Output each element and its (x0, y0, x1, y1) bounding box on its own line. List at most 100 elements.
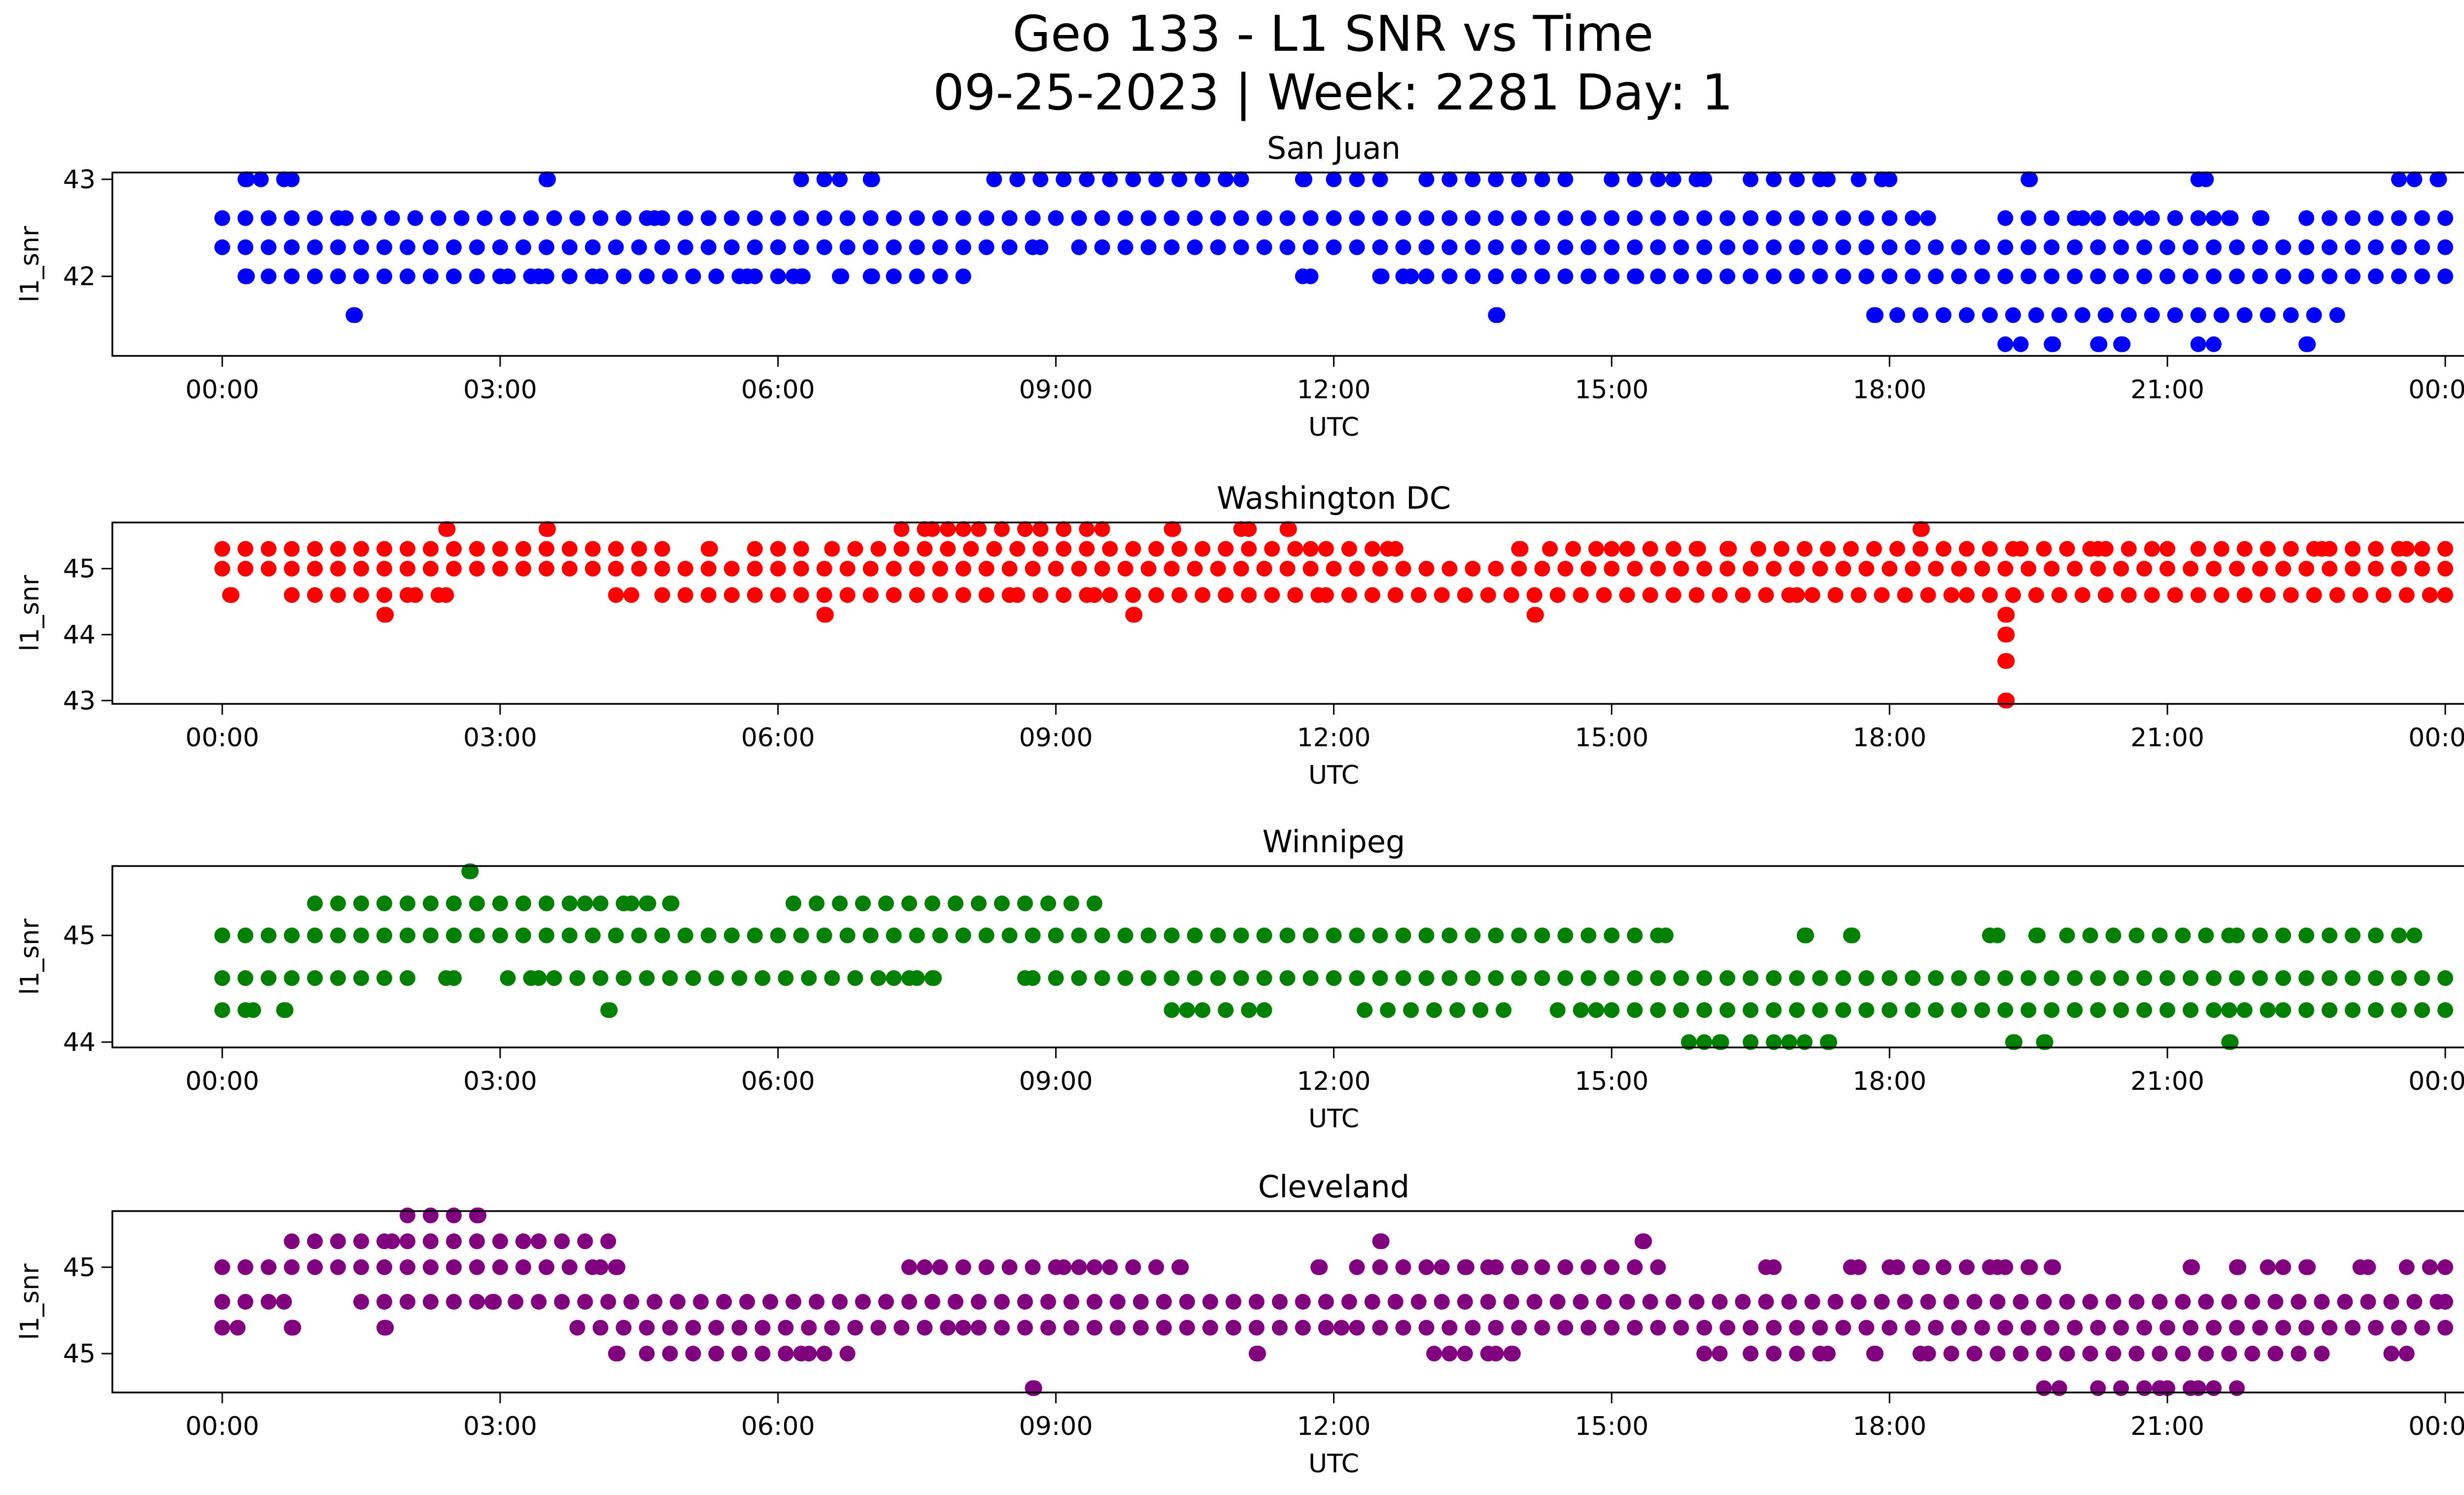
data-point (1858, 268, 1875, 284)
data-point (762, 1294, 779, 1310)
data-point (399, 1233, 415, 1250)
data-point (1395, 210, 1411, 226)
data-point (261, 268, 276, 284)
data-point (1233, 210, 1249, 226)
data-point (1187, 970, 1203, 986)
data-point (2283, 307, 2299, 323)
data-point (600, 1233, 616, 1250)
data-point (1673, 970, 1689, 986)
data-point (2345, 210, 2361, 226)
data-point (2028, 587, 2044, 603)
data-point (2259, 307, 2276, 323)
data-point (677, 210, 693, 226)
data-point (1117, 239, 1133, 255)
data-point (1719, 970, 1736, 986)
data-point (1858, 1320, 1875, 1336)
data-point (2437, 1259, 2453, 1275)
data-point (747, 560, 763, 577)
data-point (1673, 268, 1689, 284)
data-point (1071, 210, 1087, 226)
data-point (1140, 970, 1157, 986)
data-point (1140, 560, 1157, 577)
data-point (1819, 171, 1836, 187)
data-point (1743, 210, 1759, 226)
data-point (1526, 587, 1542, 603)
data-point (1549, 1294, 1566, 1310)
data-point (422, 927, 439, 943)
data-point (1580, 1259, 1597, 1275)
data-point (1165, 521, 1181, 537)
data-point (445, 1233, 462, 1250)
data-point (1534, 970, 1550, 986)
data-point (1302, 268, 1319, 284)
data-point (747, 587, 763, 603)
data-point (1665, 587, 1681, 603)
data-point (731, 970, 748, 986)
data-point (2314, 1346, 2330, 1362)
data-point (1457, 1294, 1473, 1310)
data-point (770, 560, 786, 577)
data-point (2375, 587, 2392, 603)
data-point (1997, 1259, 2014, 1275)
data-point (538, 268, 554, 284)
data-point (2414, 1320, 2430, 1336)
x-tick-label: 00:00 (185, 375, 259, 405)
x-tick-label: 09:00 (1019, 375, 1093, 405)
data-point (2391, 560, 2407, 577)
data-point (1696, 970, 1712, 986)
data-point (855, 895, 871, 911)
data-point (438, 587, 454, 603)
y-axis-label: l1_snr (15, 1263, 45, 1340)
data-point (284, 587, 300, 603)
data-point (1642, 587, 1658, 603)
data-point (1951, 970, 1967, 986)
data-point (1580, 560, 1597, 577)
data-point (1318, 1294, 1334, 1310)
data-point (1233, 239, 1249, 255)
data-point (1241, 521, 1257, 537)
data-point (561, 895, 578, 911)
data-point (1056, 1259, 1072, 1275)
data-point (453, 210, 470, 226)
data-point (1071, 927, 1087, 943)
data-point (592, 1320, 609, 1336)
data-point (2322, 560, 2338, 577)
data-point (1681, 1034, 1697, 1050)
data-point (1719, 239, 1736, 255)
data-point (1642, 541, 1658, 557)
data-point (878, 1294, 894, 1310)
data-point (1534, 210, 1550, 226)
data-point (1542, 541, 1558, 557)
data-point (1202, 1320, 1218, 1336)
data-point (886, 210, 902, 226)
data-point (700, 210, 717, 226)
data-point (1835, 210, 1851, 226)
data-point (1373, 268, 1390, 284)
data-point (723, 210, 740, 226)
data-point (500, 268, 516, 284)
data-point (654, 927, 670, 943)
data-point (2190, 1380, 2206, 1396)
data-point (1696, 1346, 1712, 1362)
data-point (1148, 541, 1164, 557)
data-point (1009, 541, 1026, 557)
data-point (330, 268, 346, 284)
data-point (1086, 1294, 1102, 1310)
data-point (1766, 268, 1782, 284)
data-point (2159, 970, 2176, 986)
data-point (770, 239, 786, 255)
data-point (422, 1207, 439, 1223)
data-point (1636, 1233, 1652, 1250)
data-point (2398, 1259, 2415, 1275)
data-point (2044, 239, 2060, 255)
x-tick-label: 03:00 (463, 1412, 537, 1441)
data-point (833, 268, 850, 284)
data-point (1410, 587, 1427, 603)
data-point (1696, 210, 1712, 226)
x-tick-label: 00:00 (185, 1067, 259, 1096)
data-point (1835, 1320, 1851, 1336)
data-point (515, 560, 531, 577)
data-point (2254, 210, 2270, 226)
x-tick-label: 21:00 (2130, 375, 2204, 405)
data-point (978, 560, 994, 577)
